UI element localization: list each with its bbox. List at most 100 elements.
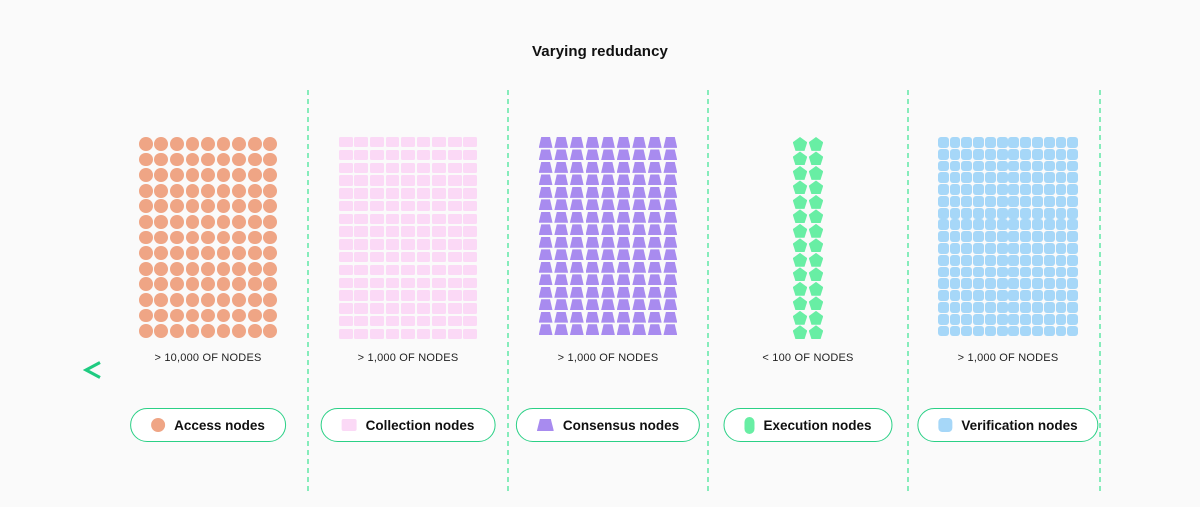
- section-execution: < 100 OF NODES Execution nodes: [708, 0, 908, 507]
- consensus-node: [538, 186, 553, 198]
- consensus-node: [569, 149, 584, 161]
- execution-node: [808, 252, 824, 267]
- access-node: [263, 214, 278, 229]
- access-node: [185, 246, 200, 260]
- collection-node: [338, 200, 353, 212]
- collection-node: [354, 303, 369, 314]
- verification-node: [1032, 325, 1043, 337]
- access-node: [169, 261, 184, 276]
- execution-node: [792, 194, 808, 209]
- verification-node: [949, 148, 961, 160]
- collection-node: [369, 303, 384, 314]
- collection-node: [432, 226, 447, 237]
- verification-node: [1067, 254, 1079, 266]
- verification-node: [1008, 160, 1020, 172]
- consensus-node: [538, 236, 553, 248]
- consensus-node: [616, 299, 631, 311]
- left-arrow-icon: [82, 361, 1100, 379]
- verification-node: [984, 184, 996, 196]
- verification-node: [949, 278, 961, 290]
- execution-node: [792, 325, 808, 340]
- verification-node-icon: [938, 418, 953, 432]
- consensus-node: [601, 224, 615, 236]
- verification-node: [1032, 266, 1043, 278]
- section-access: > 10,000 OF NODES Access nodes: [108, 0, 308, 507]
- access-node: [263, 230, 278, 245]
- collection-node: [463, 226, 478, 237]
- verification-node: [1055, 290, 1067, 302]
- collection-node: [416, 239, 431, 250]
- consensus-node: [663, 299, 678, 311]
- legend-access-nodes[interactable]: Access nodes: [130, 408, 286, 442]
- consensus-node: [601, 249, 615, 261]
- collection-node: [369, 315, 384, 327]
- consensus-node: [647, 161, 662, 173]
- verification-node: [937, 325, 949, 337]
- verification-node: [961, 254, 973, 266]
- legend-execution-nodes[interactable]: Execution nodes: [723, 408, 893, 442]
- verification-node: [949, 313, 961, 325]
- verification-node: [1043, 290, 1055, 302]
- access-node: [263, 152, 278, 167]
- verification-node: [996, 290, 1008, 302]
- collection-node: [385, 200, 400, 212]
- collection-node: [447, 200, 462, 212]
- execution-node-grid: [708, 137, 908, 340]
- collection-node: [432, 188, 447, 199]
- verification-node: [961, 137, 973, 148]
- consensus-node: [554, 199, 569, 211]
- verification-node: [1008, 231, 1020, 243]
- execution-node: [792, 151, 808, 166]
- consensus-node: [601, 236, 615, 248]
- access-node: [201, 152, 215, 167]
- collection-node: [369, 149, 384, 161]
- consensus-node: [616, 186, 631, 198]
- verification-node: [996, 301, 1008, 313]
- access-node: [247, 292, 262, 307]
- collection-node: [369, 328, 384, 340]
- legend-consensus-nodes[interactable]: Consensus nodes: [515, 408, 701, 442]
- verification-node: [1055, 231, 1067, 243]
- verification-node: [949, 207, 961, 219]
- verification-node: [984, 301, 996, 313]
- verification-node: [996, 148, 1008, 160]
- execution-node: [792, 310, 808, 325]
- legend-collection-nodes[interactable]: Collection nodes: [320, 408, 496, 442]
- access-node: [232, 137, 247, 151]
- access-node: [247, 230, 262, 245]
- consensus-node: [632, 299, 647, 311]
- consensus-node: [554, 149, 569, 161]
- verification-node: [973, 301, 984, 313]
- access-node: [138, 292, 153, 307]
- legend-label: Execution nodes: [763, 417, 872, 433]
- collection-node: [369, 200, 384, 212]
- consensus-node-icon: [536, 419, 554, 431]
- verification-node: [961, 278, 973, 290]
- consensus-node: [616, 249, 631, 261]
- verification-node: [1032, 148, 1043, 160]
- verification-node: [937, 254, 949, 266]
- consensus-node: [585, 299, 600, 311]
- access-node: [263, 168, 278, 182]
- access-node: [185, 292, 200, 307]
- consensus-node: [554, 236, 569, 248]
- verification-node: [1067, 301, 1079, 313]
- verification-node: [1020, 172, 1032, 184]
- consensus-node: [585, 224, 600, 236]
- consensus-node: [663, 161, 678, 173]
- verification-node: [961, 148, 973, 160]
- section-divider: [307, 90, 309, 492]
- collection-node: [385, 175, 400, 186]
- verification-node: [1020, 137, 1032, 148]
- legend-verification-nodes[interactable]: Verification nodes: [917, 408, 1099, 442]
- verification-node: [1067, 172, 1079, 184]
- access-node: [247, 137, 262, 151]
- verification-node: [1055, 207, 1067, 219]
- consensus-node: [663, 311, 678, 323]
- collection-node: [338, 303, 353, 314]
- execution-node: [808, 194, 824, 209]
- verification-node: [1008, 137, 1020, 148]
- verification-node: [984, 207, 996, 219]
- verification-node: [949, 325, 961, 337]
- consensus-node: [632, 199, 647, 211]
